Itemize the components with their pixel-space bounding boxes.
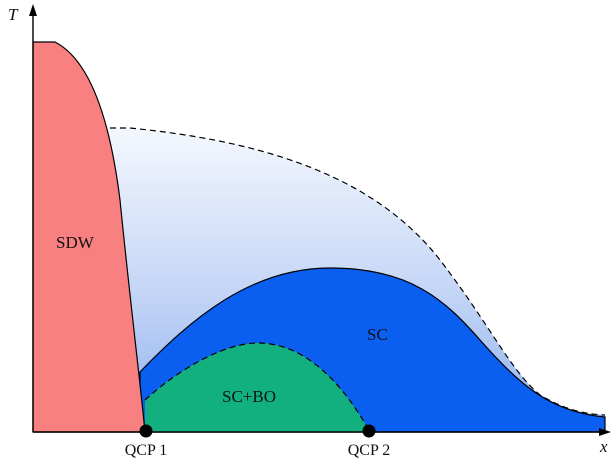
sdw-label: SDW (56, 233, 95, 252)
crossover-dashed-line (100, 127, 606, 416)
qcp1-label: QCP 1 (125, 442, 168, 459)
sdw-region (32, 41, 146, 433)
x-axis-arrow-icon (599, 428, 611, 436)
y-axis-label: T (8, 5, 19, 24)
sc-label: SC (367, 325, 388, 344)
sc-bo-boundary (144, 342, 371, 433)
sc-bo-label: SC+BO (222, 387, 276, 406)
sc-bo-region (145, 343, 370, 432)
qcp2-label: QCP 2 (348, 442, 391, 459)
y-axis-arrow-icon (29, 4, 37, 16)
x-axis-label: x (599, 437, 608, 456)
qcp2-marker (362, 424, 376, 438)
qcp1-marker (139, 424, 153, 438)
